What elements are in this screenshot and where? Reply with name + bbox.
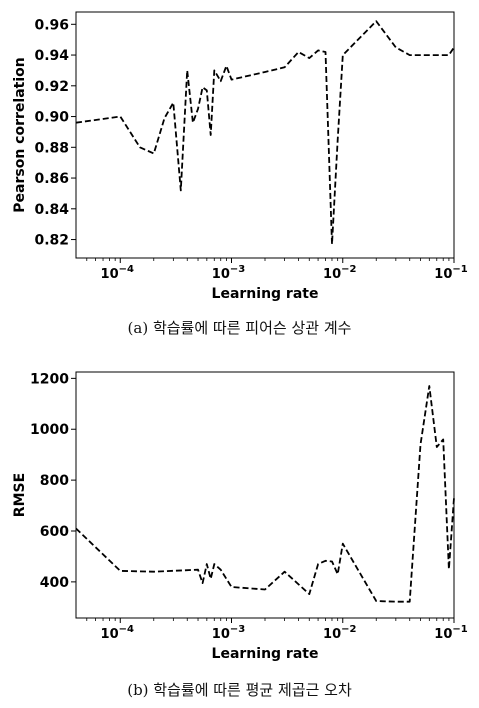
y-tick-label: 400	[40, 575, 69, 591]
y-axis-label: Pearson correlation	[12, 57, 28, 212]
pearson-chart: 10−4 10−3 10−2 10−1 0.82 0.84 0.86 0.88 0.90 0.92…	[12, 11, 468, 302]
data-point	[197, 569, 199, 571]
data-point	[342, 54, 344, 56]
series-line	[75, 20, 455, 246]
data-point	[192, 122, 194, 124]
data-point	[213, 69, 215, 71]
data-point	[153, 153, 155, 155]
data-point	[428, 385, 430, 387]
rmse-chart: 10−4 10−3 10−2 10−1 400 600 800 1000 1200 Learnin…	[12, 371, 468, 662]
data-point	[337, 573, 339, 575]
data-point	[375, 600, 377, 602]
data-point	[436, 54, 438, 56]
data-point	[442, 54, 444, 56]
data-point	[75, 122, 77, 124]
y-tick-label: 0.92	[34, 79, 69, 95]
data-point	[264, 589, 266, 591]
data-point	[213, 563, 215, 565]
caption-b: (b) 학습률에 따른 평균 제곱근 오차	[127, 681, 352, 699]
data-point	[337, 139, 339, 141]
data-point	[375, 20, 377, 22]
x-tick-label: 10−2	[323, 624, 356, 642]
data-point	[220, 80, 222, 82]
data-point	[210, 134, 212, 136]
data-point	[428, 54, 430, 56]
data-point	[448, 54, 450, 56]
data-point	[298, 51, 300, 53]
data-point	[342, 543, 344, 545]
data-point	[395, 46, 397, 48]
x-tick-label: 10−4	[101, 264, 134, 282]
data-point	[231, 79, 233, 81]
x-tick-label: 10−2	[323, 264, 356, 282]
data-point	[325, 560, 327, 562]
data-point	[75, 528, 77, 530]
data-point	[284, 66, 286, 68]
data-point	[308, 593, 310, 595]
data-point	[436, 446, 438, 448]
x-tick-label: 10−1	[434, 624, 467, 642]
y-tick-label: 1000	[30, 422, 69, 438]
y-tick-label: 0.90	[34, 110, 69, 126]
x-axis-label: Learning rate	[212, 646, 319, 662]
y-tick-label: 0.82	[34, 233, 69, 249]
data-point	[409, 54, 411, 56]
plot-frame	[75, 371, 455, 619]
y-tick-label: 0.94	[34, 48, 69, 64]
data-point	[317, 563, 319, 565]
data-point	[172, 102, 174, 104]
x-axis-label: Learning rate	[212, 286, 319, 302]
data-point	[453, 497, 455, 499]
data-point	[308, 57, 310, 59]
x-tick-label: 10−3	[212, 624, 245, 642]
y-tick-label: 0.86	[34, 171, 69, 187]
series-line	[75, 385, 455, 603]
data-point	[197, 108, 199, 110]
data-point	[317, 49, 319, 51]
caption-a: (a) 학습률에 따른 피어슨 상관 계수	[127, 319, 352, 337]
data-point	[153, 571, 155, 573]
data-point	[448, 568, 450, 570]
data-point	[180, 189, 182, 191]
data-point	[284, 571, 286, 573]
data-point	[206, 563, 208, 565]
data-point	[453, 46, 455, 48]
data-point	[139, 146, 141, 148]
y-tick-label: 0.88	[34, 140, 69, 156]
data-point	[119, 570, 121, 572]
data-point	[409, 601, 411, 603]
y-tick-label: 800	[40, 473, 69, 489]
data-point	[231, 586, 233, 588]
x-tick-label: 10−4	[101, 624, 134, 642]
data-point	[225, 65, 227, 67]
data-point	[202, 86, 204, 88]
data-point	[325, 51, 327, 53]
y-tick-label: 600	[40, 524, 69, 540]
data-point	[395, 601, 397, 603]
data-point	[119, 116, 121, 118]
data-point	[220, 569, 222, 571]
data-point	[186, 69, 188, 71]
y-tick-label: 0.84	[34, 202, 69, 218]
data-point	[202, 582, 204, 584]
data-point	[264, 71, 266, 73]
data-point	[420, 444, 422, 446]
y-tick-label: 0.96	[34, 17, 69, 33]
data-point	[442, 438, 444, 440]
data-point	[210, 578, 212, 580]
x-tick-label: 10−3	[212, 264, 245, 282]
data-point	[331, 243, 333, 245]
x-tick-label: 10−1	[434, 264, 467, 282]
y-tick-label: 1200	[30, 371, 69, 387]
data-point	[206, 89, 208, 91]
data-point	[164, 117, 166, 119]
data-point	[331, 561, 333, 563]
y-axis-label: RMSE	[12, 473, 28, 517]
data-point	[420, 54, 422, 56]
